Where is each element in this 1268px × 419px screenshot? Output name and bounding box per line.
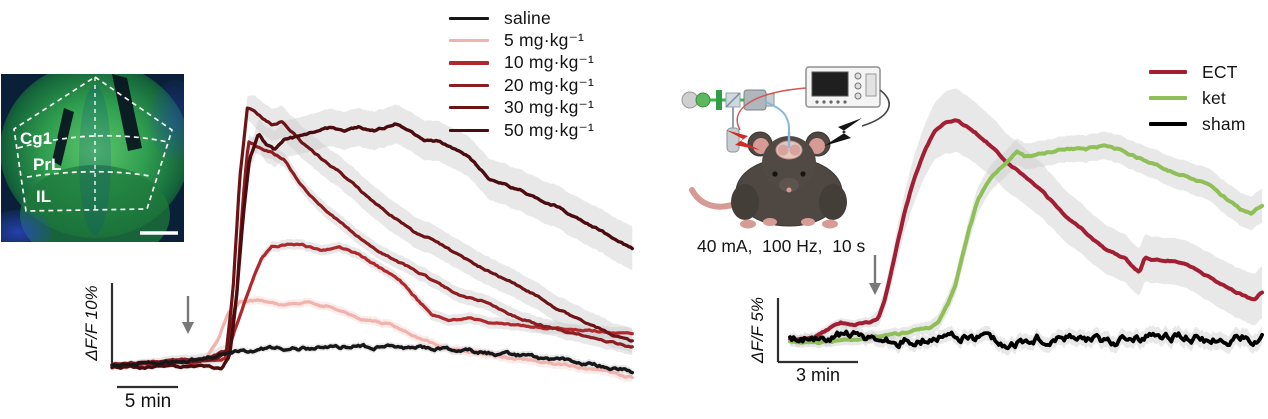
fiber-tract-left — [52, 108, 74, 166]
legend-swatch-sham — [1149, 122, 1187, 126]
legend-label-30mg: 30 mg·kg⁻¹ — [504, 97, 595, 118]
ect-stimulator-icon — [805, 66, 881, 108]
stimulation-arrow-icon — [869, 255, 881, 295]
legend-item-20mg: 20 mg·kg⁻¹ — [449, 74, 594, 96]
right-x-scale-label: 3 min — [796, 365, 840, 385]
legend-swatch-30mg — [449, 106, 489, 110]
optical-fiber-icon — [765, 101, 791, 133]
legend-item-10mg: 10 mg·kg⁻¹ — [449, 52, 594, 74]
legend-swatch-50mg — [449, 128, 489, 132]
red-lightning-icon — [726, 130, 760, 150]
left-trace-lines — [110, 106, 634, 380]
ect-photometry-illustration — [681, 66, 890, 229]
saline-trace — [110, 342, 634, 375]
black-lightning-icon — [824, 118, 862, 146]
injection-arrow-icon — [182, 296, 194, 334]
mouse-icon — [689, 131, 847, 229]
legend-label-sham: sham — [1202, 113, 1246, 134]
region-outline-dashed — [13, 75, 174, 212]
sham-trace — [788, 329, 1264, 351]
10 mg/kg-sem-band — [112, 239, 633, 369]
legend-swatch-ect — [1149, 70, 1187, 74]
legend-item-saline: saline — [449, 7, 594, 29]
left-x-scale-label: 5 min — [125, 391, 171, 412]
legend-label-saline: saline — [504, 7, 551, 28]
left-chart: ΔF/F 10% 5 min — [82, 95, 634, 412]
legend-item-30mg: 30 mg·kg⁻¹ — [449, 97, 594, 119]
legend-swatch-5mg — [449, 38, 489, 43]
red-wire — [736, 87, 807, 131]
black-wire — [861, 89, 890, 127]
5 mg/kg-sem-band — [112, 295, 633, 383]
legend-item-sham: sham — [1149, 111, 1246, 137]
legend-label-10mg: 10 mg·kg⁻¹ — [504, 52, 595, 73]
stimulation-parameters-text: 40 mA, 100 Hz, 10 s — [697, 236, 866, 256]
20 mg/kg-sem-band — [112, 134, 633, 367]
left-y-scale-label: ΔF/F 10% — [82, 285, 101, 361]
30 mg/kg-trace — [110, 106, 634, 368]
left-legend: saline 5 mg·kg⁻¹ 10 mg·kg⁻¹ 20 mg·kg⁻¹ 3… — [449, 7, 594, 141]
legend-swatch-saline — [449, 16, 489, 20]
legend-label-20mg: 20 mg·kg⁻¹ — [504, 74, 595, 95]
right-chart: ΔF/F 5% 3 min — [748, 88, 1265, 385]
right-trace-lines — [788, 118, 1265, 351]
50 mg/kg-trace — [110, 122, 634, 371]
region-label-il: IL — [36, 187, 51, 206]
legend-item-5mg: 5 mg·kg⁻¹ — [449, 29, 594, 51]
right-y-scale-label: ΔF/F 5% — [748, 297, 767, 364]
region-label-prl: PrL — [33, 155, 61, 174]
inset-micrograph: Cg1 PrL IL — [1, 74, 184, 242]
legend-item-ket: ket — [1149, 85, 1246, 111]
legend-swatch-10mg — [449, 61, 489, 65]
legend-label-ket: ket — [1202, 87, 1226, 108]
legend-swatch-ket — [1149, 96, 1187, 100]
50 mg/kg-sem-band — [112, 104, 633, 372]
legend-swatch-20mg — [449, 83, 489, 88]
right-legend: ECT ket sham — [1149, 59, 1246, 137]
legend-item-ect: ECT — [1149, 59, 1246, 85]
legend-label-5mg: 5 mg·kg⁻¹ — [504, 30, 585, 51]
ECT-trace — [788, 118, 1265, 342]
legend-item-50mg: 50 mg·kg⁻¹ — [449, 119, 594, 141]
legend-label-50mg: 50 mg·kg⁻¹ — [504, 119, 595, 140]
ECT-sem-band — [790, 88, 1263, 344]
region-label-cg1: Cg1 — [20, 129, 52, 148]
legend-label-ect: ECT — [1202, 61, 1238, 82]
